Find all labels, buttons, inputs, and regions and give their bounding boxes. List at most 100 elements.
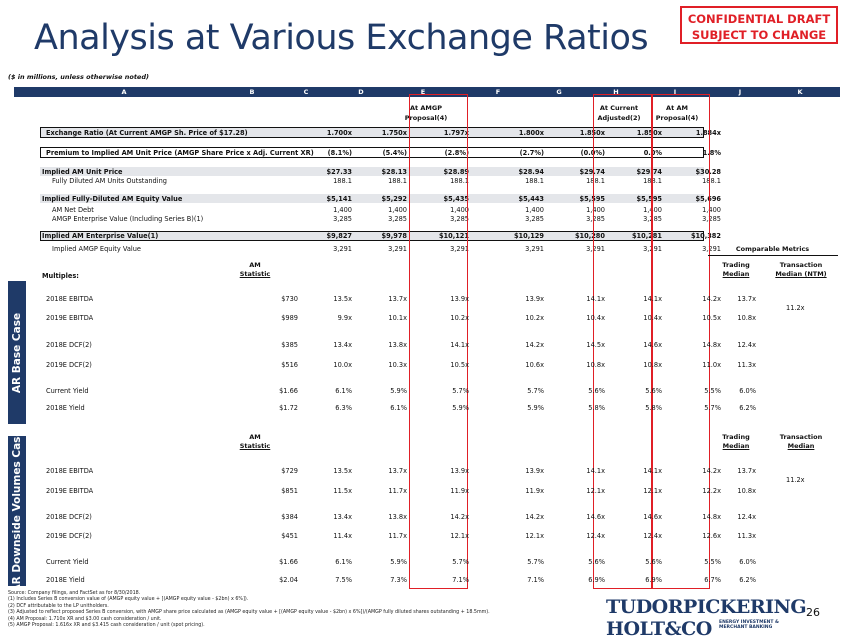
footnote: (5) AMGP Proposal: 1.616x XR and $3.415 … bbox=[8, 623, 205, 629]
row-value: $5,435 bbox=[443, 195, 469, 203]
footnote: (2) DCF attributable to the LP unitholde… bbox=[8, 603, 109, 609]
col-letter-k: K bbox=[797, 88, 803, 96]
multiple-value: 14.8x bbox=[702, 513, 721, 521]
row-value: 3,291 bbox=[702, 245, 721, 253]
trading-median-value: 13.7x bbox=[737, 295, 756, 303]
multiple-value: 14.5x bbox=[586, 341, 605, 349]
band-row-8 bbox=[40, 231, 704, 241]
row-value: 3,291 bbox=[525, 245, 544, 253]
multiple-value: 5.7% bbox=[452, 558, 469, 566]
row-label: Fully Diluted AM Units Outstanding bbox=[52, 177, 167, 185]
downside-trading-header: Trading Median bbox=[722, 433, 750, 450]
multiple-value: 14.6x bbox=[643, 513, 662, 521]
col-letter-c: C bbox=[303, 88, 309, 96]
row-label: 2019E EBITDA bbox=[46, 487, 94, 495]
row-value: 188.1 bbox=[450, 177, 469, 185]
trading-median-value: 6.0% bbox=[739, 387, 756, 395]
row-label: 2019E DCF(2) bbox=[46, 532, 92, 540]
multiple-value: 6.9% bbox=[588, 576, 605, 584]
downside-transaction-value: 11.2x bbox=[786, 476, 805, 484]
row-value: $10,382 bbox=[690, 232, 721, 240]
multiple-value: 7.5% bbox=[335, 576, 352, 584]
multiple-value: 11.9x bbox=[450, 487, 469, 495]
multiple-value: 5.9% bbox=[390, 558, 407, 566]
row-value: 188.1 bbox=[586, 177, 605, 185]
exchange-ratio-box bbox=[40, 127, 704, 138]
highlight-col-e bbox=[409, 94, 468, 589]
multiple-value: 5.5% bbox=[704, 558, 721, 566]
row-value: 188.1 bbox=[333, 177, 352, 185]
row-value: 188.1 bbox=[388, 177, 407, 185]
multiple-value: 14.6x bbox=[586, 513, 605, 521]
multiple-value: 6.3% bbox=[335, 404, 352, 412]
highlight-col-i bbox=[652, 94, 710, 589]
multiple-value: 13.4x bbox=[333, 513, 352, 521]
row-label: Current Yield bbox=[46, 387, 89, 395]
multiple-value: 6.1% bbox=[390, 404, 407, 412]
multiple-value: 10.4x bbox=[643, 314, 662, 322]
trading-median-value: 10.8x bbox=[737, 487, 756, 495]
col-letter-g: G bbox=[556, 88, 562, 96]
trading-median-value: 6.2% bbox=[739, 404, 756, 412]
row-value: 1.884x bbox=[695, 129, 721, 137]
enterprise-value-box bbox=[40, 231, 704, 241]
multiple-value: 14.1x bbox=[586, 467, 605, 475]
base-transaction-header: Transaction Median (NTM) bbox=[775, 261, 827, 278]
row-value: 1.797x bbox=[443, 129, 469, 137]
multiple-value: 12.1x bbox=[525, 532, 544, 540]
stat-value: $516 bbox=[281, 361, 298, 369]
row-label: Exchange Ratio (At Current AMGP Sh. Pric… bbox=[46, 129, 248, 137]
band-row-5 bbox=[40, 194, 704, 203]
comparable-metrics-rule bbox=[708, 255, 838, 256]
col-letter-f: F bbox=[495, 88, 501, 96]
row-value: 1.8% bbox=[702, 149, 721, 157]
stat-value: $1.72 bbox=[279, 404, 298, 412]
row-value: $29.74 bbox=[636, 168, 662, 176]
multiple-value: 5.5% bbox=[704, 387, 721, 395]
multiple-value: 13.9x bbox=[525, 295, 544, 303]
multiple-value: 5.6% bbox=[645, 387, 662, 395]
multiple-value: 14.8x bbox=[702, 341, 721, 349]
row-value: $29.74 bbox=[579, 168, 605, 176]
col-header-h: At Current Adjusted(2) bbox=[597, 104, 641, 122]
base-trading-header: Trading Median bbox=[722, 261, 750, 278]
row-value: 3,285 bbox=[702, 215, 721, 223]
side-label-downside: AR Downside Volumes Case bbox=[8, 429, 26, 593]
col-letter-j: J bbox=[738, 88, 742, 96]
col-letter-a: A bbox=[121, 88, 127, 96]
col-letter-h: H bbox=[613, 88, 619, 96]
base-stat-header: AM Statistic bbox=[239, 261, 271, 278]
row-value: 1,400 bbox=[586, 206, 605, 214]
row-value: $5,595 bbox=[636, 195, 662, 203]
row-value: 3,285 bbox=[450, 215, 469, 223]
multiple-value: 14.2x bbox=[702, 467, 721, 475]
multiple-value: 14.1x bbox=[643, 467, 662, 475]
row-value: 1.700x bbox=[326, 129, 352, 137]
row-value: 3,291 bbox=[450, 245, 469, 253]
row-value: $5,696 bbox=[695, 195, 721, 203]
multiple-value: 14.1x bbox=[586, 295, 605, 303]
row-value: 1,400 bbox=[333, 206, 352, 214]
stat-value: $384 bbox=[281, 513, 298, 521]
row-label: 2018E DCF(2) bbox=[46, 341, 92, 349]
multiple-value: 13.7x bbox=[388, 295, 407, 303]
trading-median-value: 11.3x bbox=[737, 361, 756, 369]
multiple-value: 10.0x bbox=[333, 361, 352, 369]
row-value: $30.28 bbox=[695, 168, 721, 176]
multiple-value: 11.7x bbox=[388, 532, 407, 540]
confidential-stamp: CONFIDENTIAL DRAFT SUBJECT TO CHANGE bbox=[680, 6, 838, 44]
row-value: $10,121 bbox=[438, 232, 469, 240]
trading-median-value: 6.2% bbox=[739, 576, 756, 584]
base-transaction-value: 11.2x bbox=[786, 304, 805, 312]
row-label: 2018E DCF(2) bbox=[46, 513, 92, 521]
stat-value: $1.66 bbox=[279, 387, 298, 395]
row-value: $9,978 bbox=[381, 232, 407, 240]
footnote: (4) AM Proposal: 1.710x XR and $3.00 cas… bbox=[8, 616, 162, 622]
multiple-value: 5.7% bbox=[704, 404, 721, 412]
stat-value: $730 bbox=[281, 295, 298, 303]
comparable-metrics-header: Comparable Metrics bbox=[735, 245, 810, 253]
row-value: $5,443 bbox=[518, 195, 544, 203]
exchange-ratio-band bbox=[40, 127, 704, 138]
multiple-value: 5.9% bbox=[527, 404, 544, 412]
highlight-col-h bbox=[593, 94, 652, 589]
